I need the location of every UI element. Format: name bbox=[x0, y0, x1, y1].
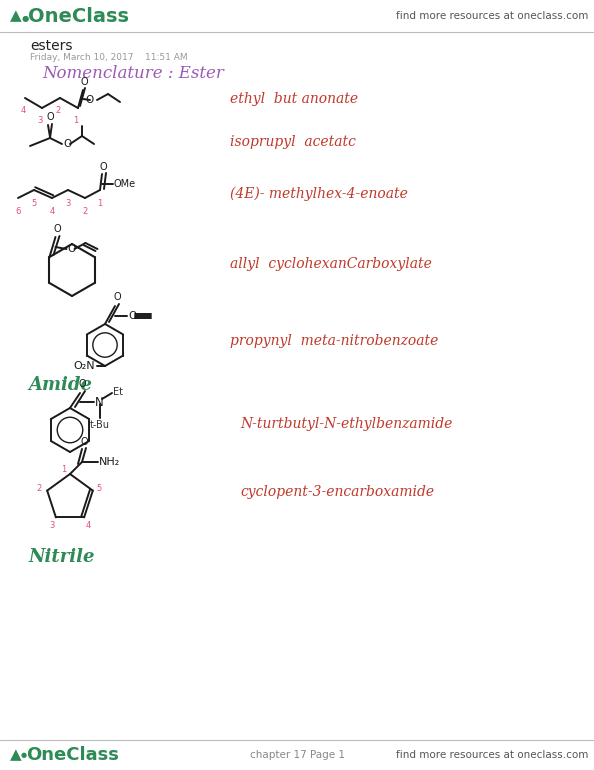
Text: ●: ● bbox=[22, 14, 29, 22]
Text: 4: 4 bbox=[86, 521, 91, 530]
Text: O: O bbox=[80, 437, 88, 447]
Text: OMe: OMe bbox=[114, 179, 136, 189]
Text: NH₂: NH₂ bbox=[99, 457, 120, 467]
Text: O: O bbox=[86, 95, 94, 105]
Text: 4: 4 bbox=[20, 106, 26, 115]
Text: Amide: Amide bbox=[28, 376, 92, 394]
Text: Et: Et bbox=[113, 387, 123, 397]
Text: 3: 3 bbox=[65, 199, 71, 208]
Text: cyclopent-3-encarboxamide: cyclopent-3-encarboxamide bbox=[240, 485, 434, 499]
Text: O: O bbox=[46, 112, 54, 122]
Text: O: O bbox=[63, 139, 71, 149]
Text: allyl  cyclohexanCarboxylate: allyl cyclohexanCarboxylate bbox=[230, 257, 432, 271]
Text: O: O bbox=[113, 292, 121, 302]
Text: 2: 2 bbox=[83, 207, 88, 216]
Text: 6: 6 bbox=[15, 207, 21, 216]
Text: propynyl  meta-nitrobenzoate: propynyl meta-nitrobenzoate bbox=[230, 334, 438, 348]
Text: (4E)- methylhex-4-enoate: (4E)- methylhex-4-enoate bbox=[230, 187, 408, 201]
Text: OneClass: OneClass bbox=[26, 746, 119, 764]
Text: Nitrile: Nitrile bbox=[28, 548, 94, 566]
Text: O: O bbox=[80, 77, 88, 87]
Text: Nomenclature : Ester: Nomenclature : Ester bbox=[42, 65, 224, 82]
Text: 3: 3 bbox=[37, 116, 43, 125]
Text: esters: esters bbox=[30, 39, 72, 53]
Text: find more resources at oneclass.com: find more resources at oneclass.com bbox=[396, 11, 588, 21]
Text: 1: 1 bbox=[97, 199, 103, 208]
Text: O: O bbox=[99, 162, 107, 172]
Text: t-Bu: t-Bu bbox=[90, 420, 110, 430]
Text: N: N bbox=[95, 396, 104, 409]
Text: find more resources at oneclass.com: find more resources at oneclass.com bbox=[396, 750, 588, 760]
Text: 4: 4 bbox=[49, 207, 55, 216]
Text: O: O bbox=[78, 379, 86, 389]
Text: N-turtbutyl-N-ethylbenzamide: N-turtbutyl-N-ethylbenzamide bbox=[240, 417, 453, 431]
Text: 3: 3 bbox=[49, 521, 55, 530]
Text: O: O bbox=[53, 224, 61, 234]
Text: O₂N: O₂N bbox=[74, 361, 95, 371]
Text: 1: 1 bbox=[74, 116, 78, 125]
Text: 1: 1 bbox=[61, 464, 67, 474]
Text: O: O bbox=[128, 311, 136, 321]
Text: ●: ● bbox=[21, 752, 27, 758]
Text: 5: 5 bbox=[31, 199, 37, 208]
Text: isoprupyl  acetatc: isoprupyl acetatc bbox=[230, 135, 356, 149]
Text: 5: 5 bbox=[96, 484, 102, 493]
Text: chapter 17 Page 1: chapter 17 Page 1 bbox=[249, 750, 345, 760]
Text: ▲: ▲ bbox=[10, 8, 22, 24]
Text: 2: 2 bbox=[55, 106, 61, 115]
Text: ▲: ▲ bbox=[10, 748, 22, 762]
Text: 2: 2 bbox=[37, 484, 42, 493]
Text: Friday, March 10, 2017    11:51 AM: Friday, March 10, 2017 11:51 AM bbox=[30, 52, 188, 62]
Text: OneClass: OneClass bbox=[28, 6, 129, 25]
Text: O: O bbox=[68, 244, 75, 254]
Text: ethyl  but anonate: ethyl but anonate bbox=[230, 92, 358, 106]
